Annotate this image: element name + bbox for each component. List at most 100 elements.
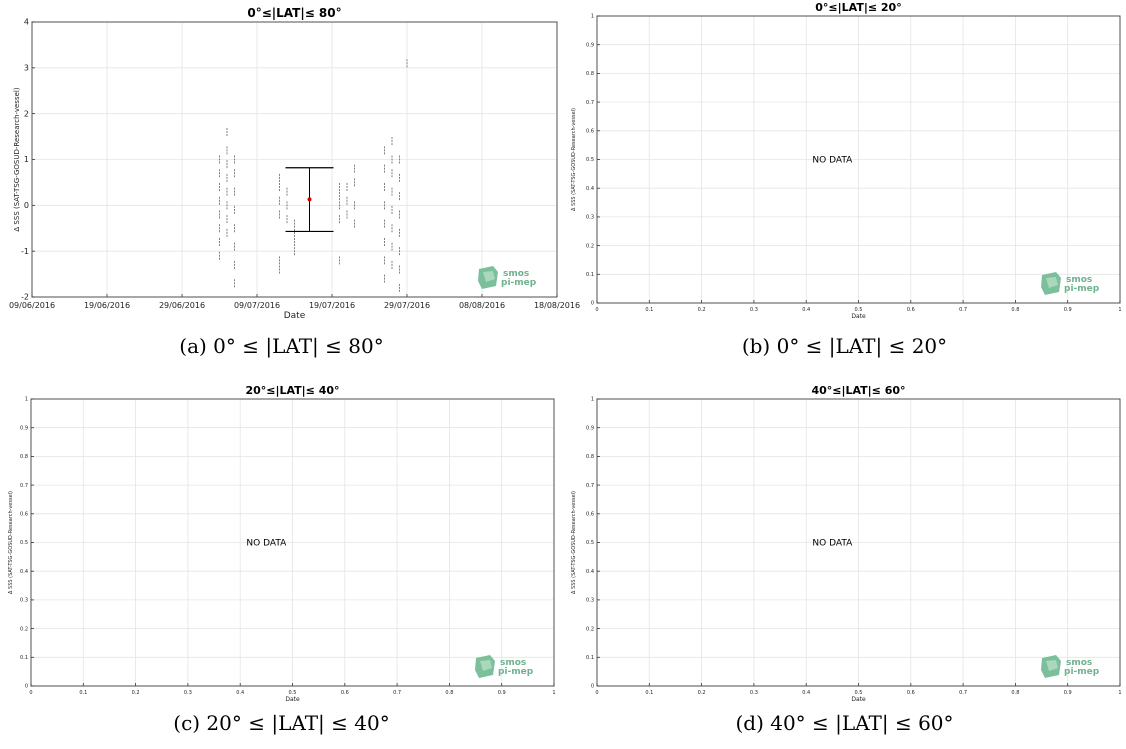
y-tick-label: -2	[21, 293, 29, 302]
y-tick-label: 0.1	[586, 655, 594, 661]
y-tick-label: 0.3	[586, 215, 594, 221]
y-tick-label: 0.7	[20, 483, 28, 489]
x-tick-label: 18/08/2016	[534, 301, 580, 310]
chart-panel-a: 09/06/2016 19/06/2016 29/06/2016 09/07/2016…	[0, 0, 580, 375]
plot-border	[596, 398, 1121, 687]
y-tick-label: 0.6	[20, 511, 28, 517]
y-tick-label: 0.1	[586, 272, 594, 278]
chart-b-svg: 0 0.1 0.2 0.3 0.4 0.5 0.6 0.7 0.8 0.9 1 0 0.1 0.2 0.3 0…	[571, 1, 1122, 320]
y-tick-label: 0	[591, 684, 594, 690]
x-tick-label: 09/06/2016	[9, 301, 55, 310]
x-tick-label: 0.5	[855, 307, 863, 313]
x-axis-label: Date	[851, 313, 866, 320]
logo-text-pimep: pi-mep	[498, 667, 534, 677]
x-tick-label: 0.1	[645, 690, 653, 696]
y-tick-label: 0.7	[586, 483, 594, 489]
chart-panel-b: 0 0.1 0.2 0.3 0.4 0.5 0.6 0.7 0.8 0.9 1 0 0.1 0.2 0.3 0…	[563, 0, 1126, 375]
chart-c-svg: 0 0.1 0.2 0.3 0.4 0.5 0.6 0.7 0.8 0.9 1 0 0.1 0.2 0.3 0…	[8, 384, 556, 703]
x-tick-label: 0.4	[236, 690, 244, 696]
y-tick-label: 0.5	[20, 540, 28, 546]
y-tick-label: 2	[24, 109, 29, 118]
y-tick-label: 0	[25, 684, 28, 690]
x-axis-label: Date	[851, 696, 866, 703]
x-tick-label: 0.8	[445, 690, 453, 696]
plot-border	[596, 15, 1121, 304]
x-tick-label: 0.1	[79, 690, 87, 696]
y-axis-label: Δ SSS (SAT-TSG-GOSUD-Research-vessel)	[571, 108, 577, 211]
chart-title: 20°≤|LAT|≤ 40°	[245, 384, 339, 397]
x-tick-label: 1	[1118, 307, 1121, 313]
x-tick-label: 0	[595, 307, 598, 313]
logo-mark-highlight	[480, 660, 492, 671]
x-tick-label: 29/07/2016	[384, 301, 430, 310]
caption-b: (b) 0° ≤ |LAT| ≤ 20°	[741, 334, 948, 358]
y-tick-label: 0.5	[586, 157, 594, 163]
plot-border	[31, 21, 558, 298]
chart-panel-d: 0 0.1 0.2 0.3 0.4 0.5 0.6 0.7 0.8 0.9 1 0 0.1 0.2 0.3 0…	[563, 380, 1126, 749]
y-axis-label: Δ SSS (SAT-TSG-GOSUD-Research-vessel)	[571, 491, 577, 594]
logo-mark-highlight	[483, 271, 495, 282]
y-tick-label: 0.5	[586, 540, 594, 546]
caption-d: (d) 40° ≤ |LAT| ≤ 60°	[735, 711, 954, 735]
y-tick-label: 0.3	[586, 598, 594, 604]
x-tick-label: 0.8	[1011, 690, 1019, 696]
x-tick-label: 0.3	[750, 307, 758, 313]
x-tick-label: 0.4	[802, 307, 810, 313]
y-tick-label: 1	[591, 14, 594, 20]
y-tick-label: 0.6	[586, 128, 594, 134]
chart-title: 0°≤|LAT|≤ 80°	[247, 6, 341, 20]
x-tick-label: 0.6	[907, 690, 915, 696]
x-axis-label: Date	[285, 696, 300, 703]
no-data-label: NO DATA	[812, 156, 853, 166]
chart-d-svg: 0 0.1 0.2 0.3 0.4 0.5 0.6 0.7 0.8 0.9 1 0 0.1 0.2 0.3 0…	[571, 384, 1122, 703]
x-tick-label: 0.6	[907, 307, 915, 313]
y-tick-label: 0.9	[20, 425, 28, 431]
x-tick-label: 0	[29, 690, 32, 696]
y-tick-label: 0.3	[20, 598, 28, 604]
y-tick-label: 0.4	[586, 186, 594, 192]
x-tick-label: 0.7	[959, 307, 967, 313]
logo-text-pimep: pi-mep	[501, 278, 537, 288]
x-tick-label: 0.5	[289, 690, 297, 696]
mean-marker	[307, 197, 312, 202]
y-tick-label: 1	[25, 397, 28, 403]
x-tick-label: 19/06/2016	[84, 301, 130, 310]
x-tick-label: 0.8	[1011, 307, 1019, 313]
chart-title: 0°≤|LAT|≤ 20°	[815, 1, 901, 14]
y-tick-label: 0.1	[20, 655, 28, 661]
x-tick-label: 0.9	[1064, 307, 1072, 313]
y-tick-label: 0.4	[586, 569, 594, 575]
y-tick-label: 1	[591, 397, 594, 403]
y-tick-label: 4	[24, 18, 29, 27]
x-tick-label: 29/06/2016	[159, 301, 205, 310]
y-tick-label: 0.2	[586, 626, 594, 632]
y-tick-label: 0.8	[586, 71, 594, 77]
no-data-label: NO DATA	[246, 539, 287, 549]
x-tick-label: 19/07/2016	[309, 301, 355, 310]
logo-mark-highlight	[1046, 660, 1058, 671]
chart-panel-c: 0 0.1 0.2 0.3 0.4 0.5 0.6 0.7 0.8 0.9 1 0 0.1 0.2 0.3 0…	[0, 380, 563, 749]
logo-text-pimep: pi-mep	[1064, 667, 1100, 677]
y-tick-label: 3	[24, 64, 29, 73]
x-tick-label: 08/08/2016	[459, 301, 505, 310]
x-tick-label: 0.6	[341, 690, 349, 696]
x-tick-label: 0.7	[959, 690, 967, 696]
y-axis-label: Δ SSS (SAT-TSG-GOSUD-Research-vessel)	[8, 491, 14, 594]
y-tick-label: 0.6	[586, 511, 594, 517]
caption-c: (c) 20° ≤ |LAT| ≤ 40°	[173, 711, 390, 735]
y-tick-label: 0	[24, 201, 29, 210]
chart-title: 40°≤|LAT|≤ 60°	[811, 384, 905, 397]
x-axis-label: Date	[284, 311, 306, 321]
x-tick-label: 0.3	[184, 690, 192, 696]
x-tick-label: 0.9	[498, 690, 506, 696]
no-data-label: NO DATA	[812, 539, 853, 549]
x-tick-label: 0	[595, 690, 598, 696]
y-tick-label: 0	[591, 301, 594, 307]
logo-text-smos: smos	[1066, 275, 1092, 285]
x-tick-label: 0.4	[802, 690, 810, 696]
x-tick-label: 0.2	[132, 690, 140, 696]
y-tick-label: 0.2	[586, 243, 594, 249]
y-tick-label: 0.9	[586, 42, 594, 48]
x-tick-label: 1	[552, 690, 555, 696]
plot-border	[30, 398, 555, 687]
